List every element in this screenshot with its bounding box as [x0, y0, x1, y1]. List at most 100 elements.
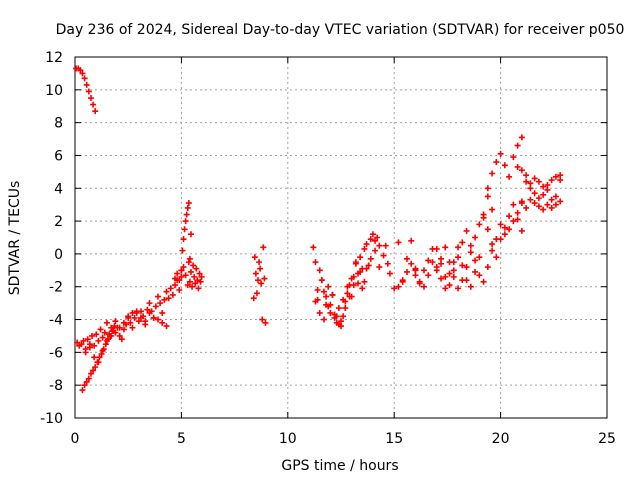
data-point	[557, 172, 564, 179]
x-tick-label: 15	[385, 431, 403, 447]
data-point	[510, 201, 517, 208]
data-point	[510, 154, 517, 161]
x-tick-label: 0	[71, 431, 80, 447]
data-point	[518, 167, 525, 174]
data-point	[79, 70, 86, 77]
data-point	[531, 190, 538, 197]
data-point	[108, 332, 115, 339]
y-tick-label: 10	[45, 83, 63, 99]
data-point	[146, 300, 153, 307]
y-tick-label: 4	[54, 181, 63, 197]
data-point	[552, 193, 559, 200]
data-point	[87, 95, 94, 102]
data-point	[361, 245, 368, 252]
data-point	[472, 268, 479, 275]
data-point	[186, 278, 193, 285]
data-point	[484, 264, 491, 271]
y-tick-label: -10	[40, 411, 63, 427]
data-point	[484, 226, 491, 233]
data-point	[182, 272, 189, 279]
y-tick-label: 12	[45, 50, 63, 66]
data-point	[91, 354, 98, 361]
data-point	[252, 270, 259, 277]
data-point	[557, 198, 564, 205]
data-point	[316, 309, 323, 316]
data-point	[540, 183, 547, 190]
data-point	[146, 309, 153, 316]
data-point	[548, 204, 555, 211]
data-point	[154, 293, 161, 300]
data-point	[318, 277, 325, 284]
data-point	[179, 247, 186, 254]
data-point	[523, 178, 530, 185]
data-point	[552, 173, 559, 180]
data-point	[89, 332, 96, 339]
data-point	[184, 204, 191, 211]
data-point	[129, 324, 136, 331]
data-point	[116, 332, 123, 339]
y-tick-label: -4	[49, 313, 63, 329]
data-point	[176, 277, 183, 284]
data-point	[412, 272, 419, 279]
y-tick-label: 6	[54, 148, 63, 164]
data-point	[446, 259, 453, 266]
data-point	[412, 265, 419, 272]
data-point	[159, 309, 166, 316]
data-point	[310, 244, 317, 251]
data-point	[497, 150, 504, 157]
data-point	[523, 204, 530, 211]
data-point	[81, 75, 88, 82]
data-point	[365, 262, 372, 269]
data-point	[489, 247, 496, 254]
data-point	[372, 237, 379, 244]
data-point	[112, 318, 119, 325]
data-point	[77, 67, 84, 74]
data-point	[531, 200, 538, 207]
data-point	[442, 244, 449, 251]
data-point	[103, 337, 110, 344]
data-point	[386, 270, 393, 277]
data-point	[463, 264, 470, 271]
data-point	[253, 290, 260, 297]
data-point	[186, 255, 193, 262]
data-point	[109, 328, 116, 335]
data-point	[118, 336, 125, 343]
data-point	[92, 108, 99, 115]
data-point	[514, 216, 521, 223]
data-point	[80, 337, 87, 344]
data-point	[320, 288, 327, 295]
data-point	[429, 259, 436, 266]
data-point	[174, 270, 181, 277]
data-point	[380, 252, 387, 259]
data-point	[84, 336, 91, 343]
data-point	[163, 323, 170, 330]
data-point	[450, 273, 457, 280]
data-point	[552, 201, 559, 208]
data-point	[374, 234, 381, 241]
data-point	[472, 234, 479, 241]
data-point	[327, 309, 334, 316]
data-point	[183, 211, 190, 218]
x-tick-label: 25	[598, 431, 616, 447]
data-point	[367, 255, 374, 262]
data-point	[327, 301, 334, 308]
data-point	[176, 287, 183, 294]
data-point	[489, 170, 496, 177]
data-point	[165, 295, 172, 302]
data-point	[111, 323, 118, 330]
data-point	[198, 273, 205, 280]
data-point	[325, 283, 332, 290]
data-point	[408, 237, 415, 244]
data-point	[463, 227, 470, 234]
data-point	[480, 278, 487, 285]
data-point	[501, 231, 508, 238]
data-point	[187, 268, 194, 275]
data-point	[185, 259, 192, 266]
data-point	[403, 255, 410, 262]
data-point	[416, 278, 423, 285]
data-point	[125, 314, 132, 321]
x-tick-label: 20	[492, 431, 510, 447]
data-point	[363, 241, 370, 248]
data-point	[480, 214, 487, 221]
axis-ticks: 0 5 10 15 20 25 -10 -8 -6 -4 -2 0 2 4 6 8 10 12	[40, 50, 616, 447]
